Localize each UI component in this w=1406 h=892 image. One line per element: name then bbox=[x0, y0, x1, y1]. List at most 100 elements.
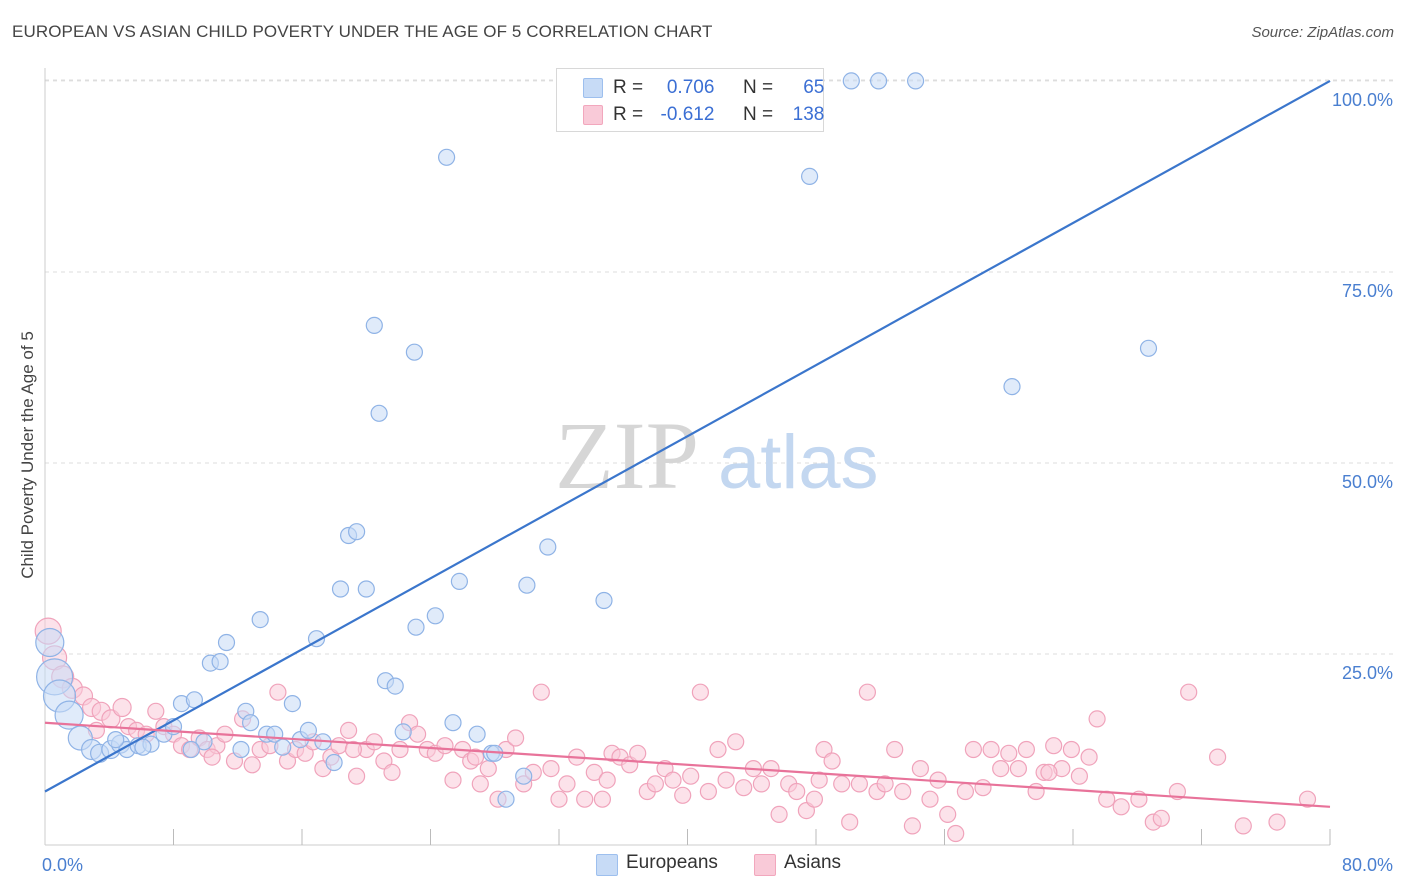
data-point bbox=[391, 740, 409, 759]
data-point bbox=[274, 738, 292, 756]
data-point bbox=[833, 775, 851, 793]
gridlines bbox=[45, 79, 1395, 655]
data-point bbox=[365, 316, 383, 334]
data-point bbox=[595, 591, 613, 610]
data-point bbox=[468, 725, 486, 743]
legend-n-value: 138 bbox=[792, 104, 825, 125]
legend-swatch-asians bbox=[583, 105, 603, 125]
data-point bbox=[576, 790, 594, 808]
data-point bbox=[405, 343, 423, 361]
data-point bbox=[1070, 767, 1089, 785]
data-point bbox=[585, 763, 603, 782]
legend-n-label: N = bbox=[742, 104, 774, 125]
data-point bbox=[243, 756, 261, 774]
series-label-europeans: Europeans bbox=[626, 852, 718, 873]
data-point bbox=[330, 737, 348, 755]
watermark-zip: ZIP bbox=[555, 402, 699, 509]
data-point bbox=[54, 700, 84, 730]
data-point bbox=[35, 627, 65, 658]
data-point bbox=[518, 576, 536, 594]
data-point bbox=[921, 790, 939, 808]
data-point bbox=[800, 167, 819, 185]
data-point bbox=[471, 775, 489, 793]
data-point bbox=[515, 767, 533, 785]
data-point bbox=[325, 753, 343, 772]
axes bbox=[44, 68, 1331, 846]
legend-r-value: -0.612 bbox=[660, 104, 715, 125]
data-point bbox=[340, 721, 358, 740]
data-point bbox=[823, 752, 841, 770]
data-point bbox=[911, 759, 930, 778]
series-swatch-asians bbox=[754, 854, 776, 876]
y-tick-label: 25.0% bbox=[1342, 663, 1393, 683]
series-europeans bbox=[35, 72, 1158, 808]
data-point bbox=[894, 782, 912, 801]
legend-n-label: N = bbox=[742, 77, 774, 98]
data-point bbox=[762, 759, 780, 778]
data-point bbox=[383, 763, 401, 782]
data-point bbox=[331, 580, 350, 598]
data-point bbox=[365, 733, 383, 751]
data-point bbox=[203, 748, 221, 766]
source-label: Source: ZipAtlas.com bbox=[1251, 24, 1394, 41]
trendlines bbox=[44, 79, 1331, 808]
data-point bbox=[1040, 763, 1058, 782]
data-point bbox=[1180, 683, 1198, 701]
data-point bbox=[283, 694, 301, 713]
series-swatch-europeans bbox=[596, 854, 618, 876]
chart-title: EUROPEAN VS ASIAN CHILD POVERTY UNDER TH… bbox=[12, 22, 713, 41]
trendline-europeans bbox=[44, 79, 1331, 793]
data-point bbox=[147, 702, 165, 720]
data-point bbox=[1268, 813, 1286, 831]
data-point bbox=[1045, 737, 1063, 755]
data-point bbox=[407, 618, 425, 636]
legend-stats-asians: R = -0.612 N = 138 bbox=[613, 104, 824, 126]
data-point bbox=[497, 790, 515, 808]
data-point bbox=[1208, 748, 1227, 766]
watermark-atlas: atlas bbox=[718, 420, 879, 505]
data-point bbox=[629, 744, 647, 762]
data-point bbox=[269, 683, 287, 701]
data-point bbox=[735, 779, 753, 797]
data-point bbox=[709, 740, 727, 759]
data-point bbox=[251, 610, 269, 629]
data-point bbox=[1298, 790, 1317, 808]
data-point bbox=[1152, 809, 1170, 827]
data-point bbox=[752, 775, 771, 793]
data-point bbox=[542, 759, 560, 778]
data-point bbox=[1017, 740, 1036, 759]
data-point bbox=[550, 790, 568, 808]
legend-swatch-europeans bbox=[583, 78, 603, 98]
data-point bbox=[1062, 740, 1081, 759]
data-point bbox=[409, 725, 427, 743]
data-point bbox=[974, 779, 992, 797]
data-point bbox=[1000, 744, 1018, 762]
data-point bbox=[805, 790, 824, 808]
data-point bbox=[444, 771, 462, 789]
data-point bbox=[232, 740, 250, 759]
legend-n-value: 65 bbox=[803, 77, 825, 98]
data-point bbox=[903, 817, 922, 835]
data-point bbox=[992, 759, 1010, 778]
data-point bbox=[869, 72, 888, 90]
data-point bbox=[939, 805, 957, 824]
y-tick-label: 75.0% bbox=[1342, 281, 1393, 301]
data-point bbox=[479, 759, 497, 778]
data-point bbox=[1112, 798, 1130, 816]
data-point bbox=[598, 771, 616, 789]
data-point bbox=[539, 538, 557, 556]
data-point bbox=[506, 729, 525, 747]
data-point bbox=[532, 683, 550, 701]
series-asians bbox=[34, 617, 1317, 843]
data-point bbox=[842, 72, 860, 90]
data-point bbox=[646, 775, 665, 793]
data-point bbox=[664, 771, 682, 789]
data-point bbox=[217, 633, 236, 652]
data-point bbox=[841, 813, 859, 831]
data-point bbox=[1080, 748, 1098, 766]
data-point bbox=[1088, 710, 1106, 728]
data-point bbox=[727, 733, 745, 751]
stats-legend: R = 0.706 N = 65 R = -0.612 N = 138 bbox=[556, 68, 824, 132]
data-point bbox=[1003, 378, 1021, 396]
